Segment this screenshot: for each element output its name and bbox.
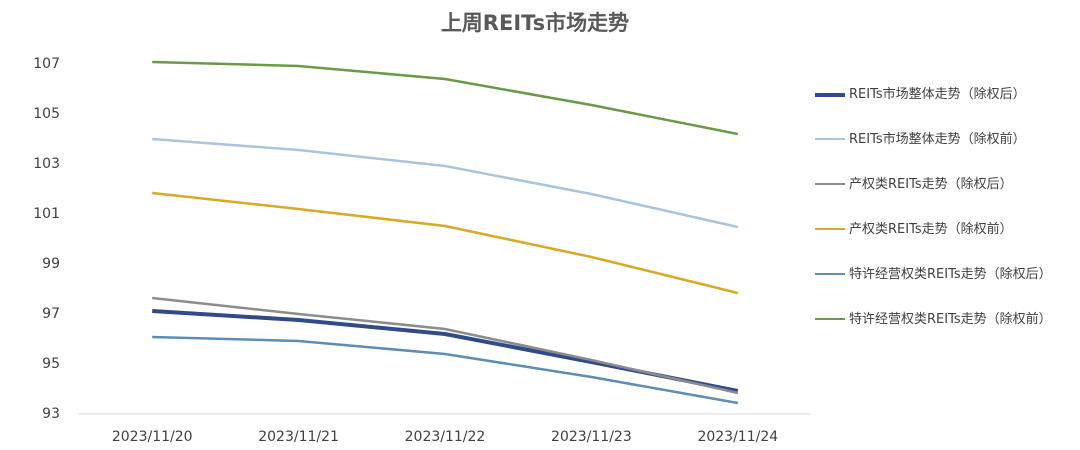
x-tick-label: 2023/11/22 xyxy=(405,429,486,445)
series-line xyxy=(152,335,739,405)
y-tick-label: 99 xyxy=(42,256,60,272)
series-line xyxy=(152,137,739,229)
legend-item: 产权类REITs走势（除权后） xyxy=(815,175,1055,220)
x-tick-label: 2023/11/24 xyxy=(697,429,778,445)
series-line xyxy=(152,296,739,395)
legend-item: REITs市场整体走势（除权后） xyxy=(815,85,1055,130)
y-tick-label: 97 xyxy=(42,306,60,322)
y-tick-label: 101 xyxy=(33,206,60,222)
legend-label: REITs市场整体走势（除权后） xyxy=(849,87,1026,102)
x-tick-label: 2023/11/21 xyxy=(258,429,339,445)
series-line xyxy=(152,191,739,295)
series-line xyxy=(152,309,739,393)
series-line xyxy=(152,60,739,136)
legend-label: REITs市场整体走势（除权前） xyxy=(849,132,1026,147)
y-tick-label: 105 xyxy=(33,106,60,122)
legend-label: 特许经营权类REITs走势（除权前） xyxy=(849,312,1052,327)
legend-item: 产权类REITs走势（除权前） xyxy=(815,220,1055,265)
x-tick-label: 2023/11/20 xyxy=(112,429,193,445)
legend-swatch xyxy=(815,318,845,320)
chart-title: 上周REITs市场走势 xyxy=(441,11,629,35)
legend-swatch xyxy=(815,138,845,140)
x-tick-label: 2023/11/23 xyxy=(551,429,632,445)
legend-item: 特许经营权类REITs走势（除权前） xyxy=(815,310,1055,355)
legend-swatch xyxy=(815,228,845,230)
legend-item: 特许经营权类REITs走势（除权后） xyxy=(815,265,1055,310)
legend-swatch xyxy=(815,183,845,185)
legend-item: REITs市场整体走势（除权前） xyxy=(815,130,1055,175)
legend: REITs市场整体走势（除权后） REITs市场整体走势（除权前） 产权类REITs… xyxy=(815,85,1055,355)
legend-swatch xyxy=(815,93,845,97)
legend-label: 产权类REITs走势（除权后） xyxy=(849,177,1013,192)
y-tick-label: 107 xyxy=(33,56,60,72)
legend-label: 特许经营权类REITs走势（除权后） xyxy=(849,267,1052,282)
legend-swatch xyxy=(815,273,845,275)
y-tick-label: 93 xyxy=(42,406,60,422)
y-tick-label: 103 xyxy=(33,156,60,172)
y-tick-label: 95 xyxy=(42,356,60,372)
legend-label: 产权类REITs走势（除权前） xyxy=(849,222,1013,237)
